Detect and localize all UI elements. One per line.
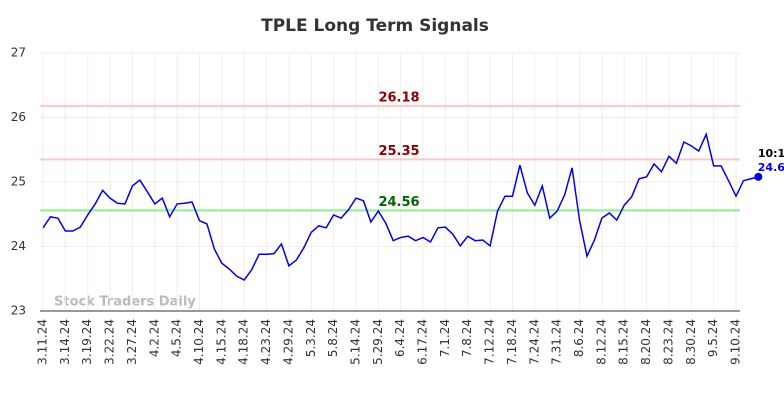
price-line [42, 131, 759, 282]
x-tick-label: 7.1.24 [438, 319, 452, 357]
last-price: 24.6 [758, 161, 784, 174]
x-tick-label: 4.23.24 [259, 319, 273, 365]
x-tick-label: 6.17.24 [416, 319, 430, 365]
x-tick-label: 7.8.24 [460, 319, 474, 357]
x-tick-label: 8.23.24 [661, 319, 675, 365]
y-tick-label: 27 [11, 46, 26, 60]
x-tick-label: 7.12.24 [483, 319, 497, 365]
y-tick-label: 26 [11, 110, 26, 124]
signal-label: 25.35 [378, 144, 419, 159]
x-tick-label: 3.22.24 [103, 319, 117, 365]
x-tick-label: 6.4.24 [393, 319, 407, 357]
x-tick-label: 5.3.24 [304, 319, 318, 357]
x-tick-label: 4.10.24 [192, 319, 206, 365]
x-tick-label: 5.29.24 [371, 319, 385, 365]
x-tick-label: 4.5.24 [170, 319, 184, 357]
x-tick-label: 4.29.24 [281, 319, 295, 365]
x-tick-label: 7.18.24 [505, 319, 519, 365]
x-tick-label: 9.5.24 [706, 319, 720, 357]
x-tick-label: 7.31.24 [550, 319, 564, 365]
last-point [754, 172, 763, 181]
x-tick-label: 5.8.24 [326, 319, 340, 357]
x-tick-label: 3.27.24 [125, 319, 139, 365]
y-tick-label: 24 [11, 239, 26, 253]
signal-label: 26.18 [378, 90, 419, 105]
x-tick-label: 5.14.24 [348, 319, 362, 365]
watermark: Stock Traders Daily [54, 295, 196, 310]
x-tick-label: 7.24.24 [527, 319, 541, 365]
signal-label: 24.56 [378, 195, 419, 210]
last-time: 10:15 [758, 147, 784, 160]
x-tick-label: 8.12.24 [594, 319, 608, 365]
x-tick-label: 8.6.24 [572, 319, 586, 357]
y-tick-label: 23 [11, 304, 26, 318]
x-tick-label: 4.2.24 [147, 319, 161, 357]
x-tick-label: 9.10.24 [729, 319, 743, 365]
x-tick-label: 3.14.24 [58, 319, 72, 365]
x-tick-label: 3.19.24 [80, 319, 94, 365]
x-tick-label: 8.20.24 [639, 319, 653, 365]
x-tick-label: 8.30.24 [684, 319, 698, 365]
chart-title: TPLE Long Term Signals [261, 16, 489, 36]
x-tick-label: 3.11.24 [36, 319, 50, 365]
x-tick-label: 4.18.24 [237, 319, 251, 365]
x-tick-label: 8.15.24 [617, 319, 631, 365]
y-tick-label: 25 [11, 175, 26, 189]
x-tick-label: 4.15.24 [214, 319, 228, 365]
